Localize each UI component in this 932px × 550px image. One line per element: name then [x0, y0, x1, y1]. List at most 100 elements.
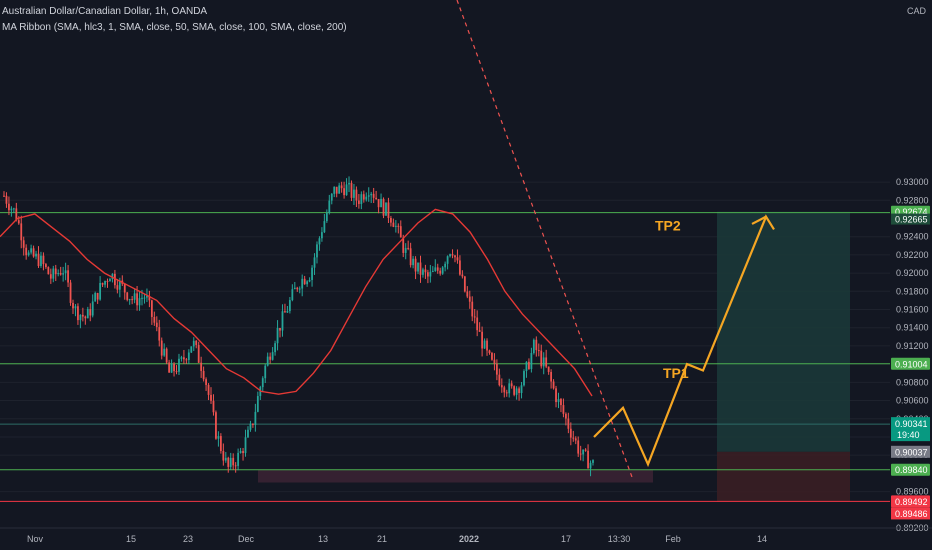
- price-axis[interactable]: 0.93000 0.92800 0.92400 0.92200 0.92000 0.918…: [890, 0, 932, 533]
- candle-body: [333, 186, 336, 194]
- candle-body: [318, 238, 321, 245]
- candle-body: [577, 440, 580, 454]
- candle-body: [286, 311, 289, 313]
- candle-body: [249, 423, 252, 430]
- candle-body: [412, 258, 414, 266]
- candle-body: [362, 194, 365, 200]
- candle-body: [505, 392, 508, 394]
- candle-body: [392, 222, 395, 227]
- candle-body: [52, 268, 55, 279]
- candle-body: [91, 301, 94, 316]
- candle-body: [515, 388, 518, 395]
- candle-body: [185, 359, 188, 361]
- price-tick-label: 0.91200: [896, 341, 929, 351]
- indicator-legend: MA Ribbon (SMA, hlc3, 1, SMA, close, 50,…: [2, 22, 347, 33]
- candle-body: [375, 197, 378, 200]
- price-tag-tp1: 0.91004: [895, 359, 928, 369]
- candle-body: [330, 193, 333, 201]
- candle-body: [165, 348, 168, 363]
- price-tag-stop-b-bg: [891, 507, 930, 520]
- candle-body: [254, 411, 257, 425]
- candle-series: [3, 176, 594, 477]
- price-tag-support: 0.89840: [895, 465, 928, 475]
- symbol-title: Australian Dollar/Canadian Dollar, 1h, O…: [2, 6, 208, 17]
- candle-body: [37, 253, 40, 267]
- candle-body: [281, 311, 284, 331]
- projection-arrowhead: [751, 215, 767, 225]
- candle-body: [30, 248, 33, 253]
- candle-body: [261, 378, 264, 388]
- candle-body: [564, 413, 567, 419]
- candle-body: [313, 257, 316, 268]
- candle-body: [155, 322, 158, 328]
- time-tick-label: 15: [126, 534, 136, 544]
- candle-body: [348, 182, 350, 185]
- candle-body: [466, 291, 469, 297]
- candle-body: [365, 196, 368, 200]
- candle-body: [360, 194, 363, 204]
- candle-body: [131, 299, 134, 301]
- candle-body: [5, 195, 8, 204]
- candle-body: [463, 276, 466, 292]
- candle-body: [325, 212, 328, 222]
- candle-body: [234, 465, 237, 467]
- candle-body: [69, 282, 72, 303]
- price-tick-label: 0.90600: [896, 396, 929, 406]
- candle-body: [387, 202, 390, 218]
- candle-body: [569, 428, 572, 438]
- candle-body: [567, 418, 570, 429]
- candle-body: [399, 226, 402, 238]
- candle-body: [542, 357, 545, 367]
- price-tick-label: 0.89600: [896, 487, 929, 497]
- candle-body: [224, 457, 227, 461]
- candle-body: [498, 374, 501, 386]
- candle-body: [10, 208, 13, 211]
- candle-body: [422, 269, 424, 275]
- candle-body: [266, 356, 269, 366]
- time-tick-label: Nov: [27, 534, 44, 544]
- candle-body: [180, 357, 183, 359]
- candle-body: [163, 348, 166, 356]
- price-tag-tp2-b: 0.92665: [895, 215, 928, 225]
- candle-body: [340, 185, 343, 189]
- time-tick-label: 2022: [459, 534, 479, 544]
- time-tick-label: Dec: [238, 534, 255, 544]
- support-zone: [258, 469, 653, 483]
- candle-body: [316, 244, 318, 258]
- candle-body: [584, 449, 587, 451]
- candle-body: [94, 292, 97, 302]
- candle-body: [35, 253, 37, 257]
- candle-body: [168, 362, 171, 373]
- price-tick-label: 0.91800: [896, 286, 929, 296]
- candle-body: [141, 297, 143, 299]
- candle-body: [357, 200, 360, 204]
- candle-body: [572, 437, 575, 439]
- candle-body: [414, 258, 417, 272]
- candle-body: [42, 255, 45, 265]
- candle-body: [429, 271, 432, 277]
- candle-body: [47, 267, 50, 275]
- candle-body: [54, 268, 57, 275]
- candle-body: [118, 280, 121, 290]
- candle-body: [293, 287, 296, 290]
- time-tick-label: 13:30: [608, 534, 631, 544]
- candle-body: [153, 316, 156, 323]
- candle-body: [562, 405, 565, 414]
- candle-body: [170, 363, 173, 373]
- candle-body: [17, 220, 20, 224]
- price-tick-label: 0.91600: [896, 305, 929, 315]
- candle-body: [301, 278, 304, 289]
- candle-body: [215, 412, 217, 439]
- candle-body: [126, 292, 129, 300]
- candle-body: [212, 400, 215, 413]
- candle-body: [160, 340, 163, 356]
- price-tag-support-bg: [891, 463, 930, 476]
- candle-body: [338, 185, 341, 194]
- time-axis[interactable]: Nov 15 23 Dec 13 21 2022 17 13:30 Feb 14: [0, 527, 932, 544]
- candle-body: [247, 429, 249, 438]
- time-tick-label: 14: [757, 534, 767, 544]
- candle-body: [138, 298, 141, 306]
- candle-body: [25, 247, 28, 256]
- candle-body: [89, 309, 92, 316]
